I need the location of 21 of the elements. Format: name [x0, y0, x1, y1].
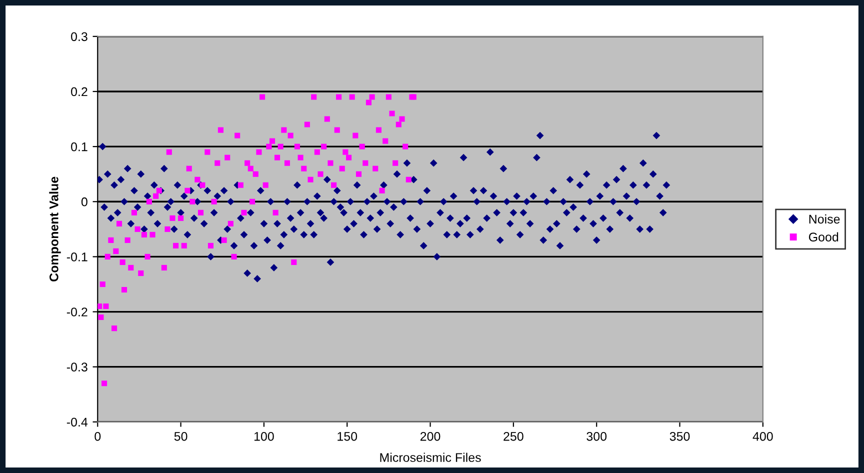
x-tick-label: 150 — [338, 432, 358, 441]
y-tick-label: -0.1 — [66, 252, 88, 262]
y-tick-label: 0.2 — [71, 87, 88, 96]
y-tick-label: -0.2 — [66, 308, 88, 316]
x-tick-label: 100 — [254, 432, 274, 441]
y-tick-label: -0.3 — [66, 362, 88, 372]
y-axis-title: Component Value — [49, 176, 61, 282]
y-tick-label: 0.1 — [71, 142, 88, 152]
x-tick-label: 0 — [94, 432, 101, 441]
x-tick-label: 400 — [752, 432, 773, 441]
y-tick-label: 0 — [81, 197, 88, 206]
legend-label: Noise — [809, 214, 840, 224]
x-axis-title: Microseismic Files — [380, 452, 481, 462]
y-tick-label: -0.4 — [66, 418, 88, 427]
x-tick-label: 300 — [586, 432, 607, 441]
x-tick-label: 250 — [504, 432, 524, 441]
x-tick-label: 350 — [670, 432, 690, 441]
x-tick-label: 50 — [174, 432, 188, 441]
y-tick-label: 0.3 — [71, 32, 88, 42]
x-tick-label: 200 — [420, 432, 440, 441]
legend-label: Good — [808, 232, 838, 242]
